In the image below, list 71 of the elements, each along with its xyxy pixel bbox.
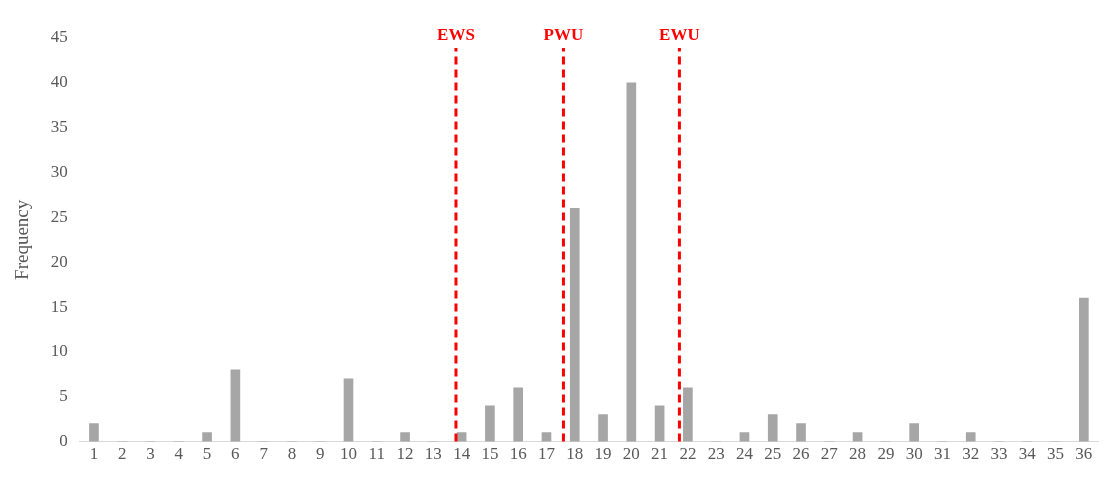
x-tick-label: 12 [396, 444, 414, 464]
bar [654, 405, 665, 442]
y-tick-label: 25 [50, 206, 68, 226]
x-tick-label: 24 [735, 444, 754, 464]
x-tick-label: 32 [962, 444, 980, 464]
x-tick-label: 30 [905, 444, 923, 464]
x-tick-label: 7 [259, 444, 269, 464]
x-tick-label: 11 [368, 444, 385, 464]
x-tick-label: 5 [202, 444, 212, 464]
x-tick-label: 29 [877, 444, 895, 464]
bar [796, 423, 806, 442]
x-tick-label: 2 [117, 444, 127, 464]
bar [343, 378, 354, 442]
bar [89, 423, 99, 442]
x-tick-label: 13 [424, 444, 442, 464]
bar [202, 432, 212, 442]
x-tick-label: 28 [849, 444, 867, 464]
y-tick-label: 30 [50, 162, 68, 181]
x-tick-label: 27 [820, 444, 839, 464]
x-tick-label: 6 [231, 444, 240, 464]
bar [456, 432, 467, 442]
y-tick-label: 20 [50, 251, 68, 271]
bar [513, 387, 524, 442]
x-tick-label: 23 [707, 444, 725, 464]
y-tick-label: 35 [50, 117, 68, 137]
bar [400, 432, 410, 442]
x-tick-label: 10 [339, 444, 357, 464]
x-tick-label: 34 [1018, 444, 1037, 464]
bar [739, 432, 750, 442]
y-tick-label: 45 [50, 27, 68, 47]
x-tick-label: 36 [1075, 444, 1093, 464]
x-tick-label: 18 [566, 444, 584, 464]
x-tick-label: 33 [990, 444, 1008, 464]
bar [909, 423, 919, 442]
y-tick-label: 5 [59, 386, 68, 406]
ref-line-label: EWS [437, 24, 475, 44]
y-axis-title: Frequency [11, 199, 33, 280]
bar [569, 208, 580, 442]
x-tick-label: 8 [287, 444, 297, 464]
x-tick-label: 25 [764, 444, 782, 464]
bar [541, 432, 552, 442]
bar [767, 414, 778, 442]
x-tick-label: 15 [481, 444, 499, 464]
x-tick-label: 19 [594, 444, 612, 464]
x-tick-label: 1 [89, 444, 99, 464]
x-tick-label: 17 [537, 444, 556, 464]
x-tick-label: 22 [679, 444, 697, 464]
bar [598, 414, 608, 442]
x-tick-label: 4 [174, 444, 184, 464]
ref-line-label: EWU [659, 24, 700, 44]
bar [626, 82, 637, 442]
ref-line-label: PWU [543, 24, 584, 44]
x-tick-label: 35 [1047, 444, 1065, 464]
y-tick-label: 40 [50, 72, 68, 92]
y-tick-label: 10 [50, 341, 68, 361]
bar [230, 369, 241, 442]
bar [1079, 297, 1089, 442]
x-tick-label: 20 [622, 444, 640, 464]
x-tick-label: 3 [146, 444, 155, 464]
bar [683, 387, 693, 442]
x-tick-label: 26 [792, 444, 810, 464]
x-tick-label: 9 [315, 444, 325, 464]
y-tick-label: 0 [59, 431, 68, 451]
bar [485, 405, 495, 442]
x-tick-label: 14 [453, 444, 471, 464]
x-tick-label: 31 [933, 444, 951, 464]
x-tick-label: 16 [509, 444, 527, 464]
y-tick-label: 15 [50, 296, 68, 316]
x-tick-label: 21 [651, 444, 669, 464]
bar [965, 432, 976, 442]
bar [852, 432, 863, 442]
